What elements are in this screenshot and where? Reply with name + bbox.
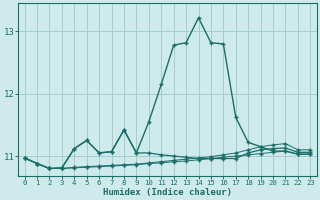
X-axis label: Humidex (Indice chaleur): Humidex (Indice chaleur) (103, 188, 232, 197)
